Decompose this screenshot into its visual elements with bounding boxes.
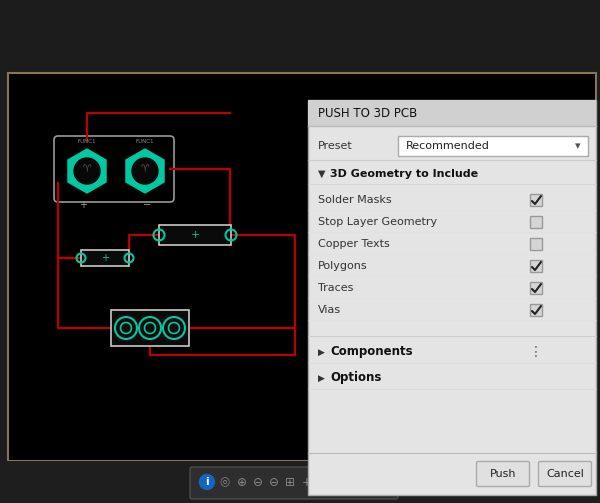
Text: FUNC1: FUNC1 [78, 139, 96, 144]
Polygon shape [126, 149, 164, 193]
Circle shape [74, 158, 100, 184]
Text: ↩: ↩ [353, 475, 363, 488]
Bar [530, 216, 542, 228]
Bar [308, 100, 596, 126]
Text: i: i [205, 477, 209, 487]
Text: 3D Geometry to Include: 3D Geometry to Include [330, 169, 478, 179]
FancyBboxPatch shape [476, 461, 530, 486]
Text: +: + [190, 230, 200, 240]
Bar [0, 461, 600, 503]
Bar [530, 238, 542, 250]
FancyBboxPatch shape [398, 136, 588, 156]
Text: ▶: ▶ [318, 374, 325, 382]
FancyBboxPatch shape [190, 467, 398, 499]
Text: ⊖: ⊖ [269, 475, 279, 488]
Text: Push: Push [490, 469, 516, 479]
Text: −: − [334, 475, 346, 489]
Bar [530, 304, 542, 316]
Text: ⋮: ⋮ [529, 345, 543, 359]
Text: Components: Components [330, 346, 413, 359]
Text: Recommended: Recommended [406, 141, 490, 151]
Bar [308, 100, 596, 495]
Text: ▾: ▾ [575, 141, 581, 151]
Text: ▾: ▾ [369, 475, 375, 488]
Bar [530, 282, 542, 294]
Text: Polygons: Polygons [318, 261, 368, 271]
Text: ▶: ▶ [318, 348, 325, 357]
Text: Stop Layer Geometry: Stop Layer Geometry [318, 217, 437, 227]
Text: Solder Masks: Solder Masks [318, 195, 392, 205]
Circle shape [132, 158, 158, 184]
Text: −: − [143, 200, 151, 210]
Polygon shape [68, 149, 106, 193]
Text: ⬚: ⬚ [334, 475, 346, 488]
Text: PUSH TO 3D PCB: PUSH TO 3D PCB [318, 107, 417, 120]
Text: +: + [302, 475, 312, 488]
Bar [159, 225, 231, 245]
Text: Traces: Traces [318, 283, 353, 293]
Text: ◎: ◎ [220, 475, 230, 488]
Text: +: + [79, 200, 87, 210]
Text: ⊖: ⊖ [253, 475, 263, 488]
Text: Preset: Preset [318, 141, 353, 151]
Text: ♈: ♈ [83, 164, 91, 174]
Text: Copper Texts: Copper Texts [318, 239, 390, 249]
Text: ♈: ♈ [140, 164, 149, 174]
Bar [530, 194, 542, 206]
Text: +: + [101, 253, 109, 263]
Circle shape [199, 474, 215, 489]
Text: ▼: ▼ [318, 169, 325, 179]
Bar [8, 73, 596, 461]
Bar [81, 250, 129, 266]
Text: ⊕: ⊕ [237, 475, 247, 488]
FancyBboxPatch shape [539, 461, 592, 486]
Bar [111, 310, 189, 346]
Text: FUNC1: FUNC1 [136, 139, 154, 144]
Text: Options: Options [330, 372, 382, 384]
Text: ⊞: ⊞ [285, 475, 295, 488]
Circle shape [333, 475, 347, 489]
Text: Vias: Vias [318, 305, 341, 315]
Bar [530, 260, 542, 272]
Text: Cancel: Cancel [546, 469, 584, 479]
